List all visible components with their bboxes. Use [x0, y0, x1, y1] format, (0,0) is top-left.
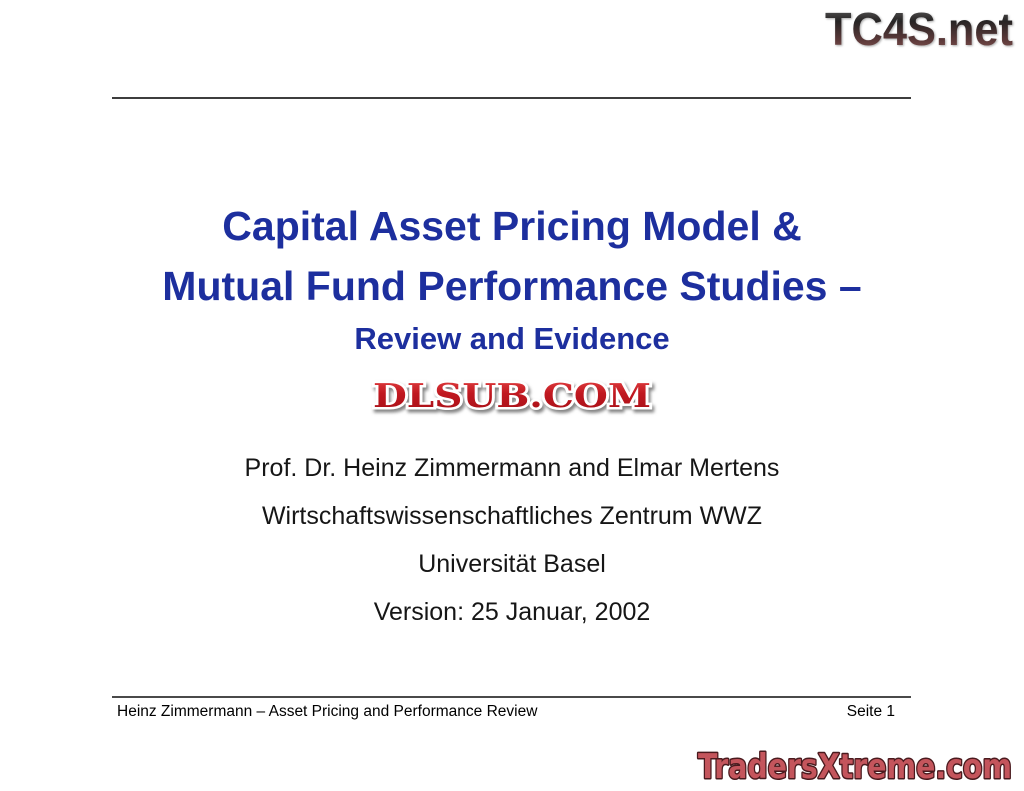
page-number: Seite 1 [846, 703, 895, 720]
tradersxtreme-logo-icon: TradersXtreme.com TradersXtreme.com [693, 742, 1017, 791]
affiliation-line: Wirtschaftswissenschaftliches Zentrum WW… [261, 502, 763, 530]
footer-text: Heinz Zimmermann – Asset Pricing and Per… [117, 703, 538, 720]
dlsub-watermark: DLSUB.COM [357, 369, 667, 426]
top-divider [112, 97, 911, 99]
title-line-1: Capital Asset Pricing Model & [222, 203, 802, 249]
tc4s-watermark: TC4S.net [820, 3, 1018, 61]
version-line: Version: 25 Januar, 2002 [373, 598, 651, 626]
title-line-2: Mutual Fund Performance Studies – [162, 263, 862, 309]
dlsub-logo-text: DLSUB.COM [373, 376, 651, 415]
title-line-3: Review and Evidence [354, 321, 670, 356]
tc4s-logo-text: TC4S.net [825, 4, 1013, 55]
tradersxtreme-logo-halo: TradersXtreme.com [698, 747, 1012, 787]
tc4s-logo-icon: TC4S.net [825, 3, 1013, 55]
university-line: Universität Basel [418, 550, 606, 578]
tradersxtreme-logo-text: TradersXtreme.com [698, 747, 1012, 787]
dlsub-logo-icon: DLSUB.COM [371, 374, 654, 418]
footer-divider [112, 696, 911, 698]
tradersxtreme-watermark: TradersXtreme.com TradersXtreme.com [690, 740, 1020, 791]
author-block: Prof. Dr. Heinz Zimmermann and Elmar Mer… [0, 444, 1024, 636]
author-line: Prof. Dr. Heinz Zimmermann and Elmar Mer… [244, 454, 780, 482]
slide-title: Capital Asset Pricing Model & Mutual Fun… [0, 196, 1024, 362]
